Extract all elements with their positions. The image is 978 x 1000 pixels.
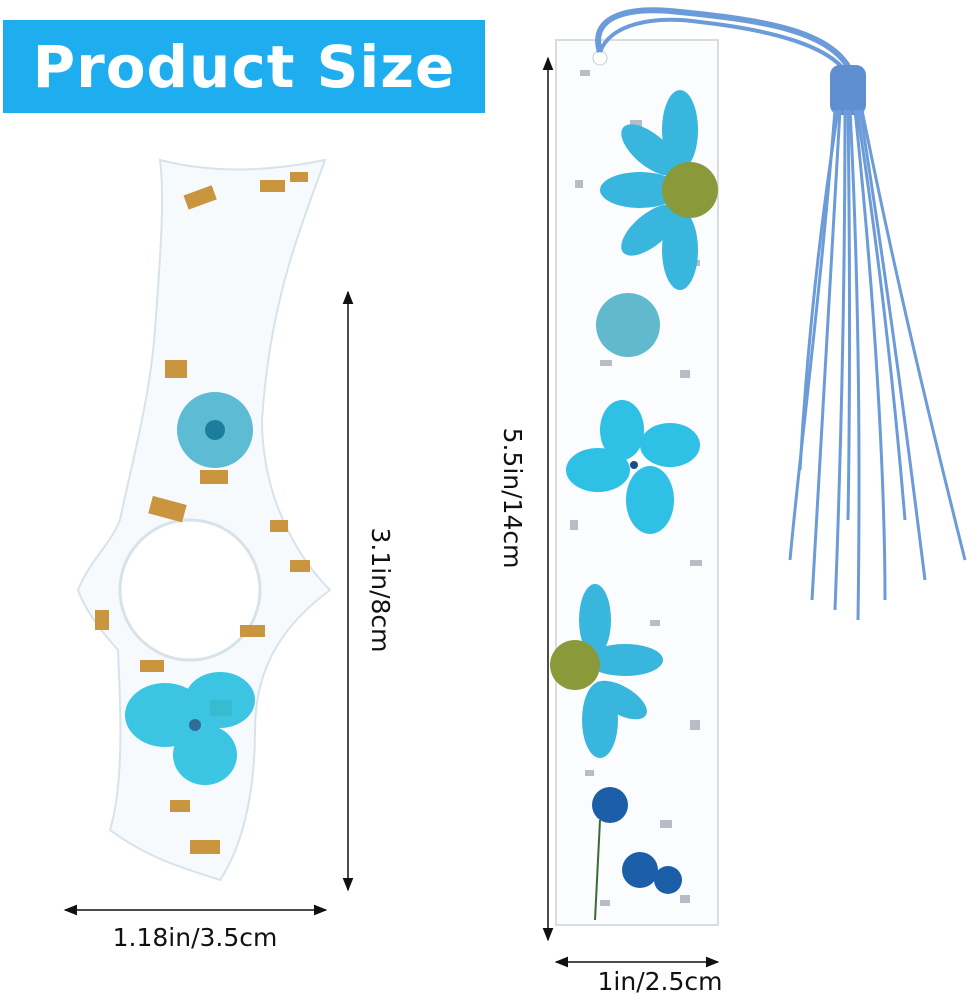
lace-flower-icon (596, 293, 660, 357)
baby-breath-flower-icon (592, 787, 682, 921)
bookmark-width-label: 1in/2.5cm (598, 967, 723, 996)
bookmark-height-label: 5.5in/14cm (498, 428, 527, 569)
product-size-banner: Product Size (3, 20, 485, 113)
thumb-holder-height-label: 3.1in/8cm (366, 528, 395, 653)
daisy-flower-icon (600, 90, 718, 290)
tassel-strands (788, 109, 967, 621)
thumb-page-holder (76, 158, 332, 882)
thumb-hole (118, 518, 262, 662)
daisy-flower-icon-2 (550, 584, 663, 758)
banner-title: Product Size (32, 32, 456, 101)
thumb-holder-width-label: 1.18in/3.5cm (113, 923, 278, 952)
blue-petal-flower-icon (125, 672, 255, 785)
blue-flower-cluster-icon (177, 392, 253, 468)
resin-bookmark (550, 39, 719, 926)
tassel (595, 7, 967, 621)
tassel-knot (830, 65, 866, 115)
hydrangea-flower-icon (566, 400, 700, 534)
